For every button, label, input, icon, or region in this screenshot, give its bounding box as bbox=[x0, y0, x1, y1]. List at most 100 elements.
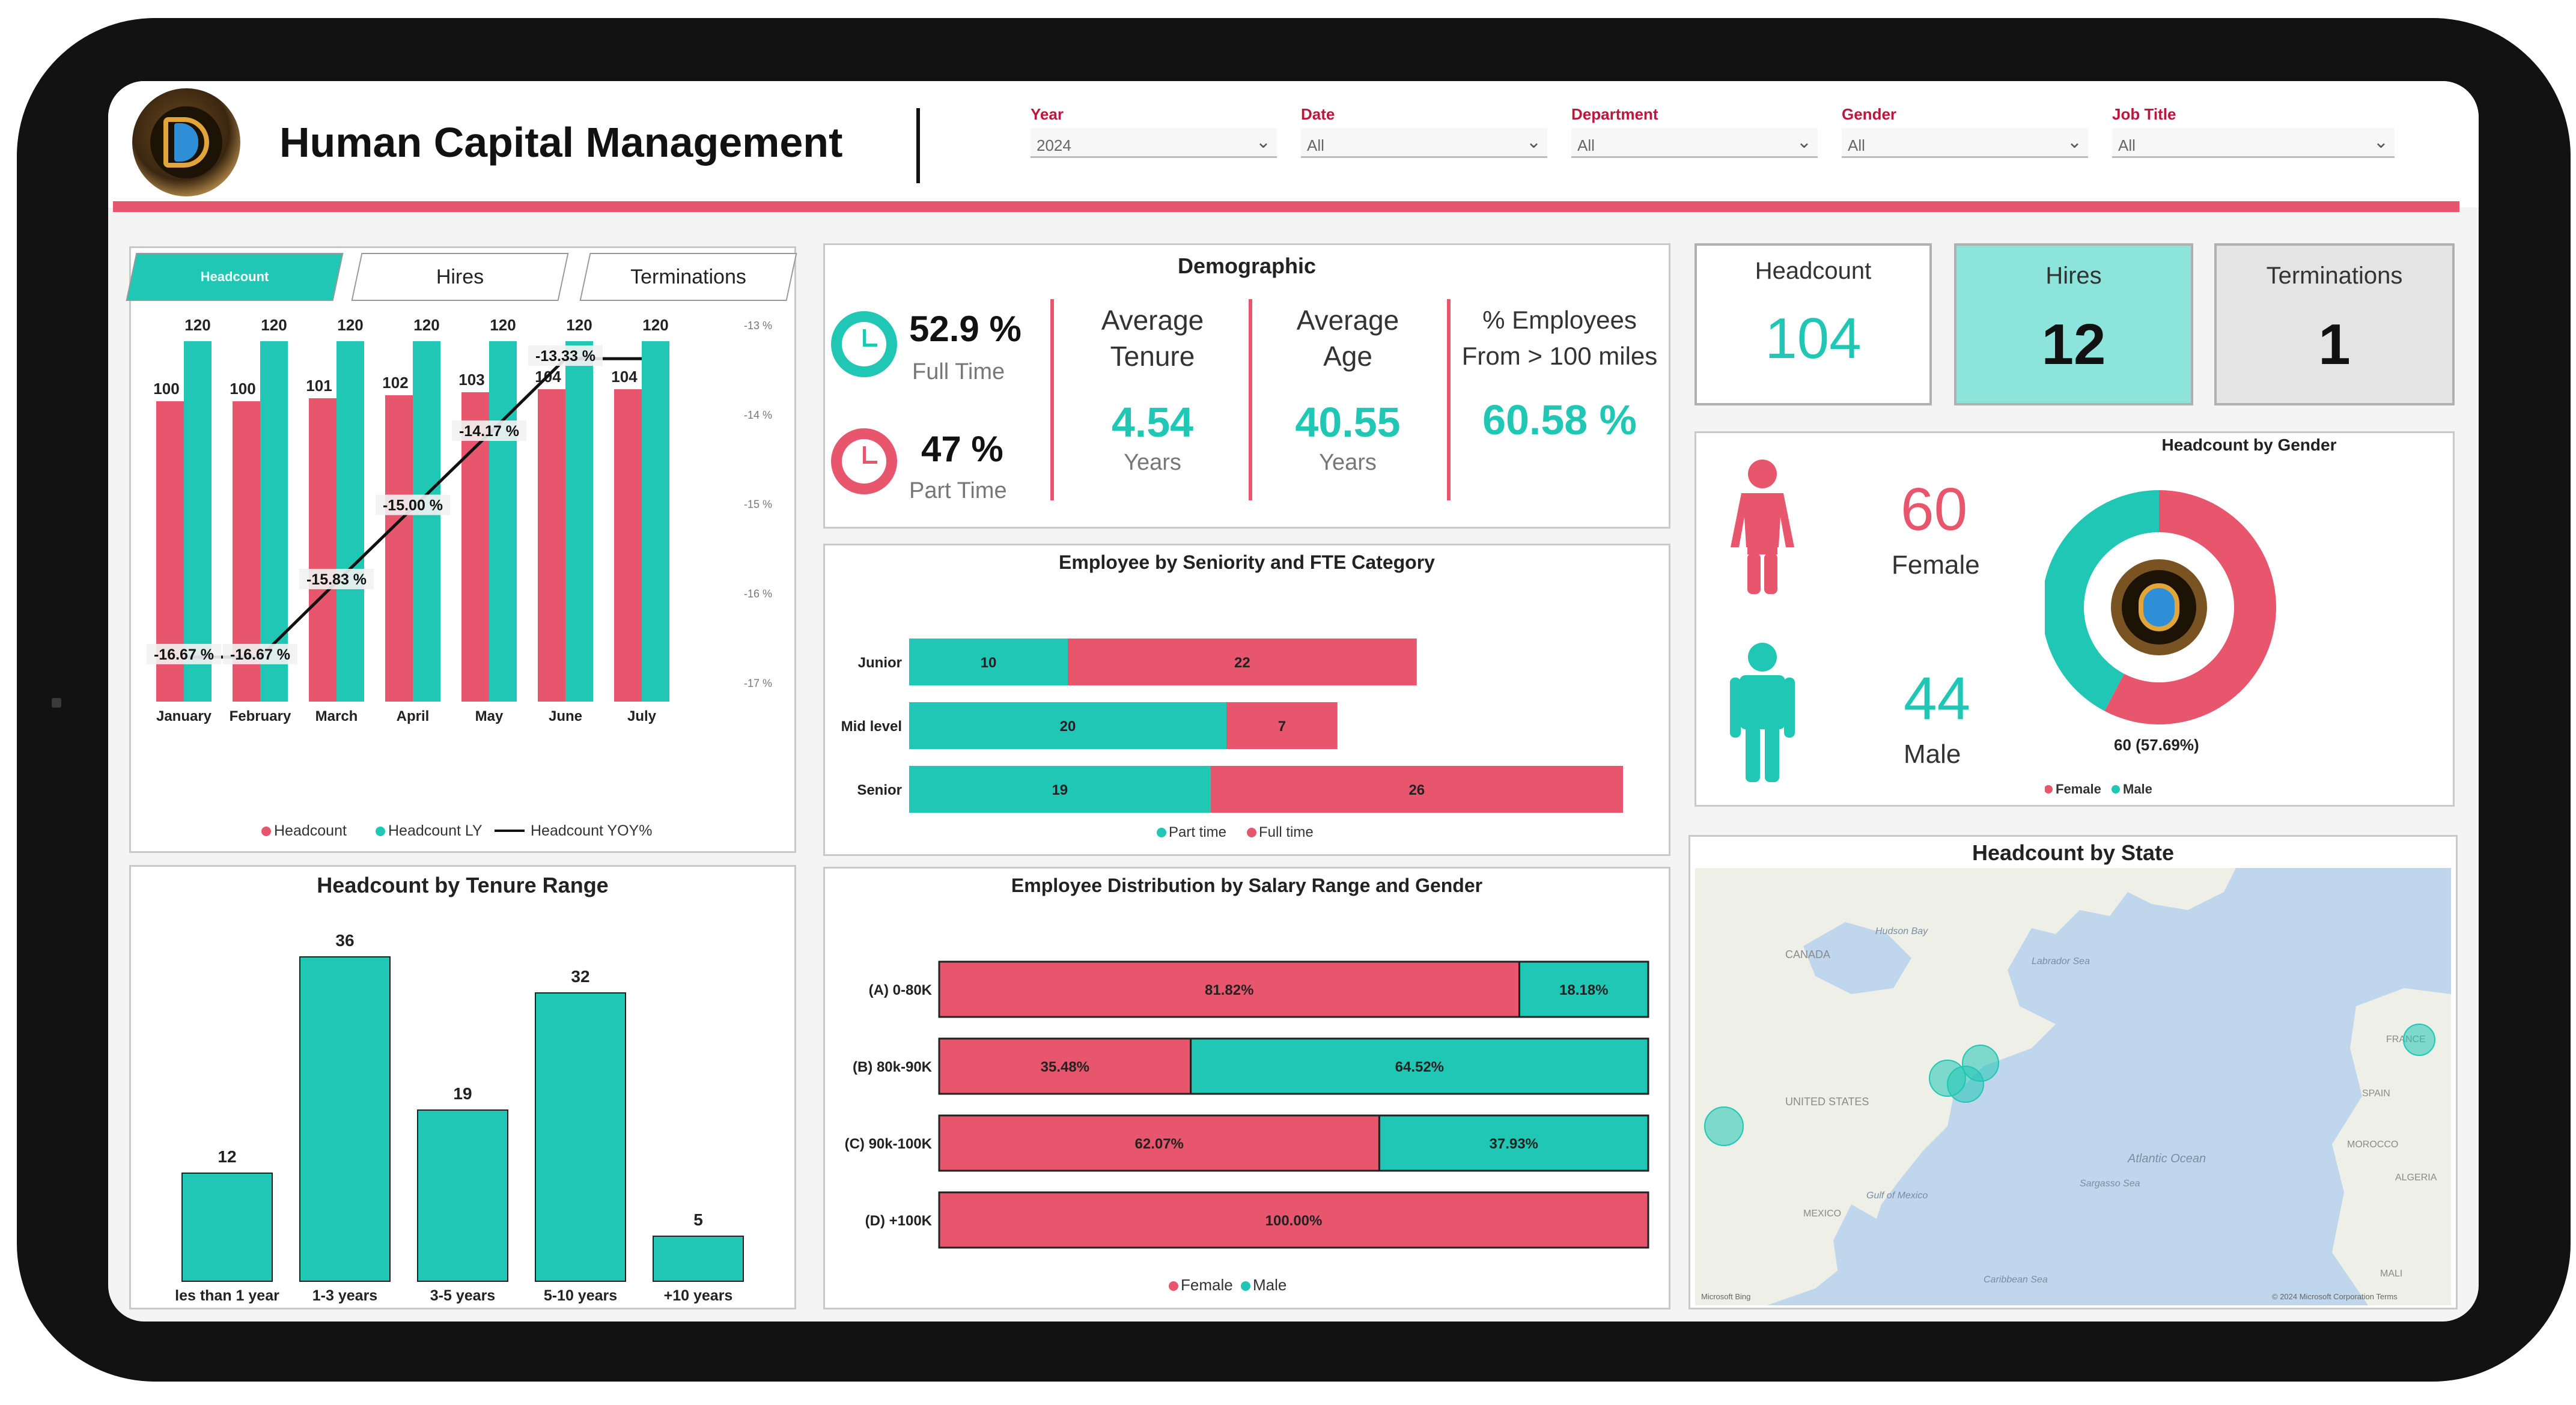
legend-male-label: Male bbox=[2123, 781, 2152, 797]
tenure-title: Headcount by Tenure Range bbox=[317, 873, 609, 897]
male-bar bbox=[1378, 1114, 1649, 1172]
filter-value-job-title: All bbox=[2118, 136, 2136, 154]
avg-tenure-value: 4.54 bbox=[1111, 399, 1194, 446]
kpi-hires-card[interactable]: Hires 12 bbox=[1954, 243, 2193, 405]
full-time-value-label: 26 bbox=[1408, 782, 1425, 798]
tenure-bar bbox=[535, 992, 626, 1282]
map-label-spain: SPAIN bbox=[2362, 1088, 2390, 1099]
tab-headcount[interactable]: Headcount bbox=[126, 253, 344, 301]
chevron-down-icon: ⌄ bbox=[1255, 132, 1271, 152]
headcount-value-label: 102 bbox=[382, 374, 408, 392]
tenure-bar bbox=[653, 1236, 744, 1282]
map-label-canada: CANADA bbox=[1785, 948, 1830, 960]
gender-donut-chart: 44(42.31%)60 (57.69%)GenderFemaleMale bbox=[2045, 490, 2276, 797]
map-label-sargasso-sea: Sargasso Sea bbox=[2080, 1179, 2140, 1189]
kpi-terminations-card[interactable]: Terminations 1 bbox=[2214, 243, 2455, 405]
female-bar bbox=[938, 1037, 1192, 1095]
seniority-category-label: Junior bbox=[858, 655, 902, 671]
legend-headcount-ly-marker bbox=[376, 827, 385, 836]
right-axis-tick: -15 % bbox=[744, 499, 772, 511]
male-value-label: 64.52% bbox=[1395, 1059, 1444, 1075]
filter-label-date: Date bbox=[1301, 105, 1335, 123]
male-count: 44 bbox=[1904, 665, 1971, 732]
female-value-label: 35.48% bbox=[1041, 1059, 1089, 1075]
map-footer-left: Microsoft Bing bbox=[1701, 1292, 1750, 1301]
right-axis-tick: -16 % bbox=[744, 588, 772, 600]
tab-terminations[interactable]: Terminations bbox=[579, 253, 797, 301]
legend-full-time-marker bbox=[1247, 828, 1256, 837]
miles-label-2: From > 100 miles bbox=[1461, 342, 1658, 370]
avg-age-label-1: Average bbox=[1296, 305, 1399, 336]
filter-value-department: All bbox=[1577, 136, 1595, 154]
headcount-trend-panel: Headcount Hires Terminations 100 120 Janua… bbox=[126, 246, 797, 853]
tab-terminations-label: Terminations bbox=[630, 266, 746, 288]
headcount-value-label: 100 bbox=[153, 380, 179, 398]
male-slice bbox=[2045, 490, 2159, 711]
map-label-labrador-sea: Labrador Sea bbox=[2032, 956, 2090, 967]
avg-age-value: 40.55 bbox=[1295, 399, 1401, 446]
yoy-label-bg bbox=[528, 345, 603, 366]
male-bar bbox=[1190, 1037, 1649, 1095]
filter-dropdown-year[interactable]: 2024 ⌄ bbox=[1031, 128, 1277, 158]
map-label-gulf-of-mexico: Gulf of Mexico bbox=[1866, 1191, 1928, 1201]
headcount-map[interactable]: CANADA Hudson Bay Labrador Sea UNITED ST… bbox=[1695, 868, 2451, 1305]
tenure-category-label: 5-10 years bbox=[544, 1287, 617, 1304]
full-time-value-label: 22 bbox=[1234, 655, 1250, 671]
full-time-clock-icon bbox=[831, 311, 897, 377]
map-bubble[interactable] bbox=[1962, 1045, 1999, 1082]
chevron-down-icon: ⌄ bbox=[2373, 132, 2389, 152]
part-time-label: Part Time bbox=[909, 478, 1007, 503]
map-label-algeria: ALGERIA bbox=[2395, 1173, 2437, 1183]
map-label-morocco: MOROCCO bbox=[2347, 1139, 2398, 1150]
avg-age-block: Average Age 40.55 Years bbox=[1252, 302, 1444, 476]
month-tick-label: March bbox=[315, 708, 358, 724]
tab-headcount-label: Headcount bbox=[200, 269, 269, 284]
header-accent-bar bbox=[113, 201, 2459, 212]
map-bubble[interactable] bbox=[2403, 1024, 2435, 1056]
seniority-category-label: Senior bbox=[857, 782, 902, 798]
salary-title: Employee Distribution by Salary Range an… bbox=[1011, 875, 1483, 896]
miles-value: 60.58 % bbox=[1482, 396, 1637, 443]
kpi-headcount-label: Headcount bbox=[1755, 258, 1872, 284]
avg-tenure-label-2: Tenure bbox=[1110, 341, 1195, 372]
female-bar bbox=[938, 960, 1520, 1018]
tenure-value-label: 36 bbox=[335, 931, 354, 950]
avg-tenure-unit: Years bbox=[1124, 450, 1181, 475]
yoy-label-bg bbox=[147, 643, 221, 664]
tenure-panel: Headcount by Tenure Range 12 les than 1 y… bbox=[129, 865, 796, 1309]
full-time-bar bbox=[1226, 702, 1338, 749]
filter-dropdown-date[interactable]: All ⌄ bbox=[1301, 128, 1547, 158]
seniority-category-label: Mid level bbox=[841, 718, 902, 735]
tenure-category-label: +10 years bbox=[664, 1287, 733, 1304]
headcount-ly-bar bbox=[336, 341, 364, 702]
legend-female-marker bbox=[1169, 1281, 1178, 1291]
part-time-bar bbox=[909, 702, 1226, 749]
filter-dropdown-department[interactable]: All ⌄ bbox=[1571, 128, 1818, 158]
header-divider bbox=[916, 108, 920, 183]
filter-dropdown-job-title[interactable]: All ⌄ bbox=[2112, 128, 2395, 158]
map-bubble[interactable] bbox=[1704, 1106, 1744, 1146]
headcount-ly-value-label: 120 bbox=[337, 316, 363, 334]
headcount-bar bbox=[309, 398, 336, 702]
month-tick-label: February bbox=[230, 708, 291, 724]
map-label-hudson-bay: Hudson Bay bbox=[1875, 926, 1928, 936]
gender-title: Headcount by Gender bbox=[2161, 435, 2337, 454]
filter-value-gender: All bbox=[1848, 136, 1865, 154]
legend-full-time-label: Full time bbox=[1259, 824, 1314, 840]
headcount-value-label: 103 bbox=[458, 371, 484, 389]
filter-dropdown-gender[interactable]: All ⌄ bbox=[1842, 128, 2088, 158]
map-label-caribbean-sea: Caribbean Sea bbox=[1984, 1275, 2048, 1285]
map-label-mexico: MEXICO bbox=[1803, 1209, 1841, 1219]
right-axis-tick: -14 % bbox=[744, 409, 772, 421]
tab-hires[interactable]: Hires bbox=[351, 253, 569, 301]
headcount-ly-bar bbox=[413, 341, 440, 702]
dashboard-screen: Human Capital Management Year 2024 ⌄ Date… bbox=[108, 81, 2479, 1322]
filter-label-gender: Gender bbox=[1842, 105, 1897, 123]
avg-age-label-2: Age bbox=[1323, 341, 1372, 372]
kpi-headcount-card[interactable]: Headcount 104 bbox=[1694, 243, 1932, 405]
male-icon bbox=[1730, 643, 1795, 782]
map-panel: Headcount by State CANADA Hudson Bay Lab… bbox=[1688, 835, 2458, 1309]
yoy-value-label: -15.83 % bbox=[306, 571, 367, 588]
tenure-category-label: 3-5 years bbox=[430, 1287, 495, 1304]
male-value-label: 37.93% bbox=[1490, 1136, 1538, 1152]
